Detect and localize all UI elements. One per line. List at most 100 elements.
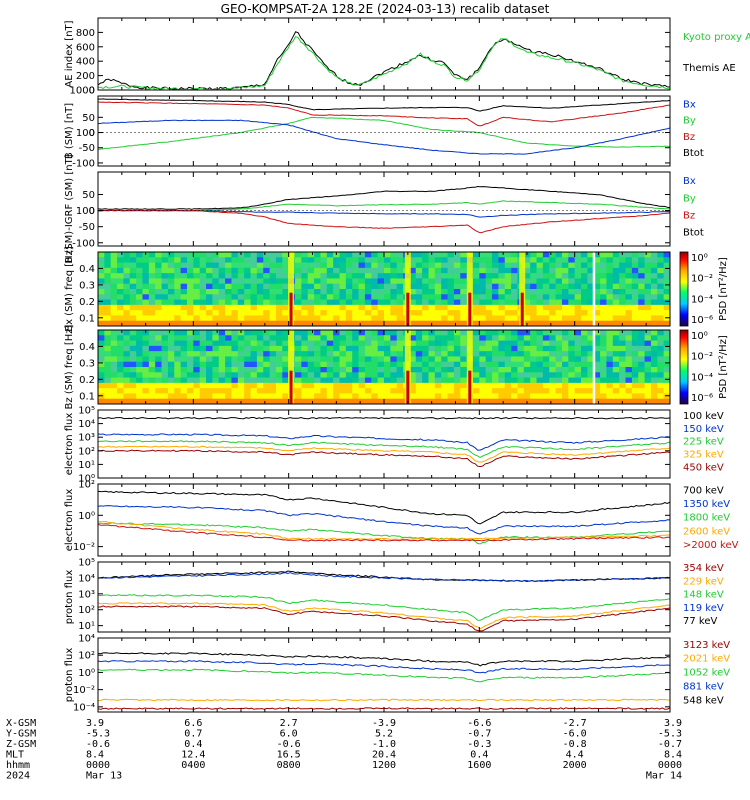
spectrogram-cell bbox=[568, 356, 576, 363]
spectrogram-cell bbox=[225, 289, 232, 295]
spectrogram-cell bbox=[339, 335, 347, 342]
spectrogram-cell bbox=[339, 273, 347, 279]
spectrogram-cell bbox=[479, 267, 487, 274]
spectrogram-cell bbox=[295, 252, 302, 258]
spectrogram-data-gap bbox=[592, 330, 596, 404]
spectrogram-cell bbox=[301, 382, 309, 389]
spectrogram-cell bbox=[428, 361, 436, 368]
spectrogram-cell bbox=[663, 310, 671, 316]
spectrogram-cell bbox=[638, 320, 646, 327]
spectrogram-cell bbox=[612, 273, 620, 279]
spectrogram-cell bbox=[587, 377, 595, 384]
spectrogram-cell bbox=[441, 294, 449, 301]
spectrogram-cell bbox=[587, 262, 595, 269]
spectrogram-cell bbox=[148, 335, 156, 342]
spectrogram-cell bbox=[275, 356, 283, 363]
spectrogram-cell bbox=[269, 372, 277, 379]
spectrogram-cell bbox=[136, 340, 143, 347]
spectrogram-cell bbox=[612, 283, 620, 290]
spectrogram-cell bbox=[104, 335, 112, 342]
spectrogram-cell bbox=[167, 267, 175, 274]
spectrogram-cell bbox=[129, 398, 137, 405]
spectrogram-cell bbox=[167, 257, 175, 264]
spectrogram-cell bbox=[231, 393, 239, 400]
spectrogram-cell bbox=[256, 351, 264, 357]
spectrogram-cell bbox=[199, 382, 207, 389]
spectrogram-cell bbox=[574, 315, 582, 322]
spectrogram-cell bbox=[263, 330, 271, 336]
spectrogram-cell bbox=[244, 262, 252, 269]
spectrogram-cell bbox=[186, 262, 194, 269]
spectrogram-cell bbox=[536, 289, 544, 295]
spectrogram-cell bbox=[282, 294, 290, 301]
spectrogram-cell bbox=[371, 388, 379, 394]
spectrogram-cell bbox=[447, 304, 455, 311]
spectrogram-cell bbox=[600, 382, 607, 389]
spectrogram-cell bbox=[326, 367, 334, 373]
spectrogram-cell bbox=[619, 335, 627, 342]
spectrogram-cell bbox=[453, 283, 461, 290]
spectrogram-cell bbox=[180, 283, 188, 290]
spectrogram-cell bbox=[511, 283, 518, 290]
spectrogram-cell bbox=[333, 299, 341, 306]
spectrogram-cell bbox=[657, 393, 665, 400]
spectrogram-cell bbox=[117, 252, 124, 258]
spectrogram-cell bbox=[174, 278, 182, 285]
spectrogram-cell bbox=[530, 393, 538, 400]
spectrogram-cell bbox=[511, 367, 518, 373]
spectrogram-cell bbox=[231, 372, 239, 379]
spectrogram-cell bbox=[206, 361, 213, 368]
spectrogram-cell bbox=[352, 356, 360, 363]
spectrogram-cell bbox=[555, 283, 563, 290]
spectrogram-cell bbox=[167, 361, 175, 368]
spectrogram-cell bbox=[409, 283, 417, 290]
spectrogram-cell bbox=[129, 289, 137, 295]
spectrogram-cell bbox=[110, 273, 118, 279]
spectrogram-cell bbox=[492, 388, 499, 394]
spectrogram-cell bbox=[161, 351, 169, 357]
spectrogram-cell bbox=[561, 320, 569, 327]
spectrogram-cell bbox=[600, 257, 607, 264]
spectrogram-cell bbox=[574, 382, 582, 389]
spectrogram-cell bbox=[186, 367, 194, 373]
spectrogram-cell bbox=[619, 388, 627, 394]
spectrogram-cell bbox=[453, 351, 461, 357]
spectrogram-cell bbox=[606, 388, 614, 394]
spectrogram-cell bbox=[574, 273, 582, 279]
spectrogram-cell bbox=[225, 393, 232, 400]
spectrogram-enhancement-core bbox=[289, 292, 293, 326]
spectrogram-cell bbox=[606, 356, 614, 363]
spectrogram-cell bbox=[256, 273, 264, 279]
spectrogram-cell bbox=[625, 283, 633, 290]
spectrogram-cell bbox=[180, 388, 188, 394]
spectrogram-cell bbox=[339, 351, 347, 357]
spectrogram-cell bbox=[549, 351, 557, 357]
y-tick-label: 0 bbox=[89, 86, 95, 97]
spectrogram-cell bbox=[333, 273, 341, 279]
spectrogram-cell bbox=[256, 388, 264, 394]
spectrogram-cell bbox=[384, 356, 391, 363]
spectrogram-cell bbox=[492, 267, 499, 274]
spectrogram-cell bbox=[174, 356, 182, 363]
spectrogram-cell bbox=[199, 299, 207, 306]
spectrogram-cell bbox=[587, 267, 595, 274]
spectrogram-cell bbox=[104, 351, 112, 357]
series-line bbox=[97, 445, 671, 463]
spectrogram-cell bbox=[301, 262, 309, 269]
spectrogram-cell bbox=[568, 361, 576, 368]
spectrogram-cell bbox=[606, 320, 614, 327]
spectrogram-cell bbox=[339, 299, 347, 306]
spectrogram-cell bbox=[606, 278, 614, 285]
spectrogram-cell bbox=[98, 273, 105, 279]
spectrogram-cell bbox=[631, 345, 639, 352]
spectrogram-cell bbox=[650, 356, 658, 363]
spectrogram-cell bbox=[117, 294, 124, 301]
spectrogram-cell bbox=[657, 289, 665, 295]
spectrogram-cell bbox=[371, 257, 379, 264]
series-line bbox=[97, 659, 671, 674]
spectrogram-cell bbox=[199, 320, 207, 327]
ephemeris-row-label: Z-GSM bbox=[6, 739, 36, 750]
spectrogram-cell bbox=[352, 388, 360, 394]
spectrogram-cell bbox=[574, 310, 582, 316]
spectrogram-cell bbox=[225, 388, 232, 394]
